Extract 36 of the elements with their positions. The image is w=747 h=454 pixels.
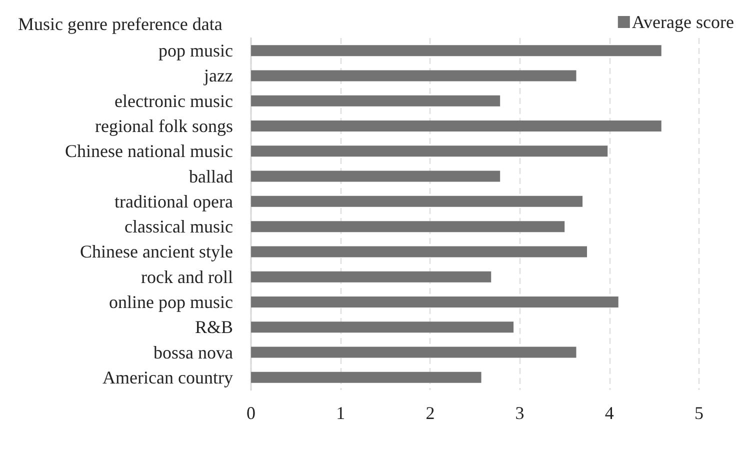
bar [251,271,492,282]
bar [251,372,482,383]
bar [251,170,500,182]
y-tick-label: Chinese national music [65,141,234,162]
x-tick-label: 1 [336,403,346,423]
y-tick-label: online pop music [109,292,233,312]
chart-title: Music genre preference data [18,14,222,34]
y-tick-label: bossa nova [154,342,233,362]
bar [251,196,583,207]
bar [251,146,608,157]
y-tick-label: R&B [194,317,233,338]
y-tick-label: jazz [203,66,234,86]
y-tick-label: traditional opera [114,191,234,212]
y-tick-label: electronic music [114,90,234,111]
bar [251,296,618,308]
x-tick-label: 2 [426,403,435,423]
bar [251,322,514,333]
y-tick-label: ballad [189,166,233,186]
legend-label: Average score [632,12,734,32]
x-tick-label: 4 [604,403,614,423]
bar [251,346,576,358]
y-tick-label: rock and roll [141,266,233,287]
x-tick-label: 0 [246,403,256,423]
bar [251,246,587,258]
bar [251,120,662,132]
y-tick-label: regional folk songs [95,116,233,136]
y-tick-label: Chinese ancient style [80,242,233,262]
y-tick-label: pop music [158,40,234,61]
bar [251,70,576,82]
y-tick-label: classical music [124,216,234,237]
bar [251,45,662,56]
x-tick-label: 5 [694,403,704,423]
bar [251,221,565,232]
y-tick-label: American country [102,367,233,388]
bar [251,95,500,106]
x-tick-label: 3 [515,403,524,423]
